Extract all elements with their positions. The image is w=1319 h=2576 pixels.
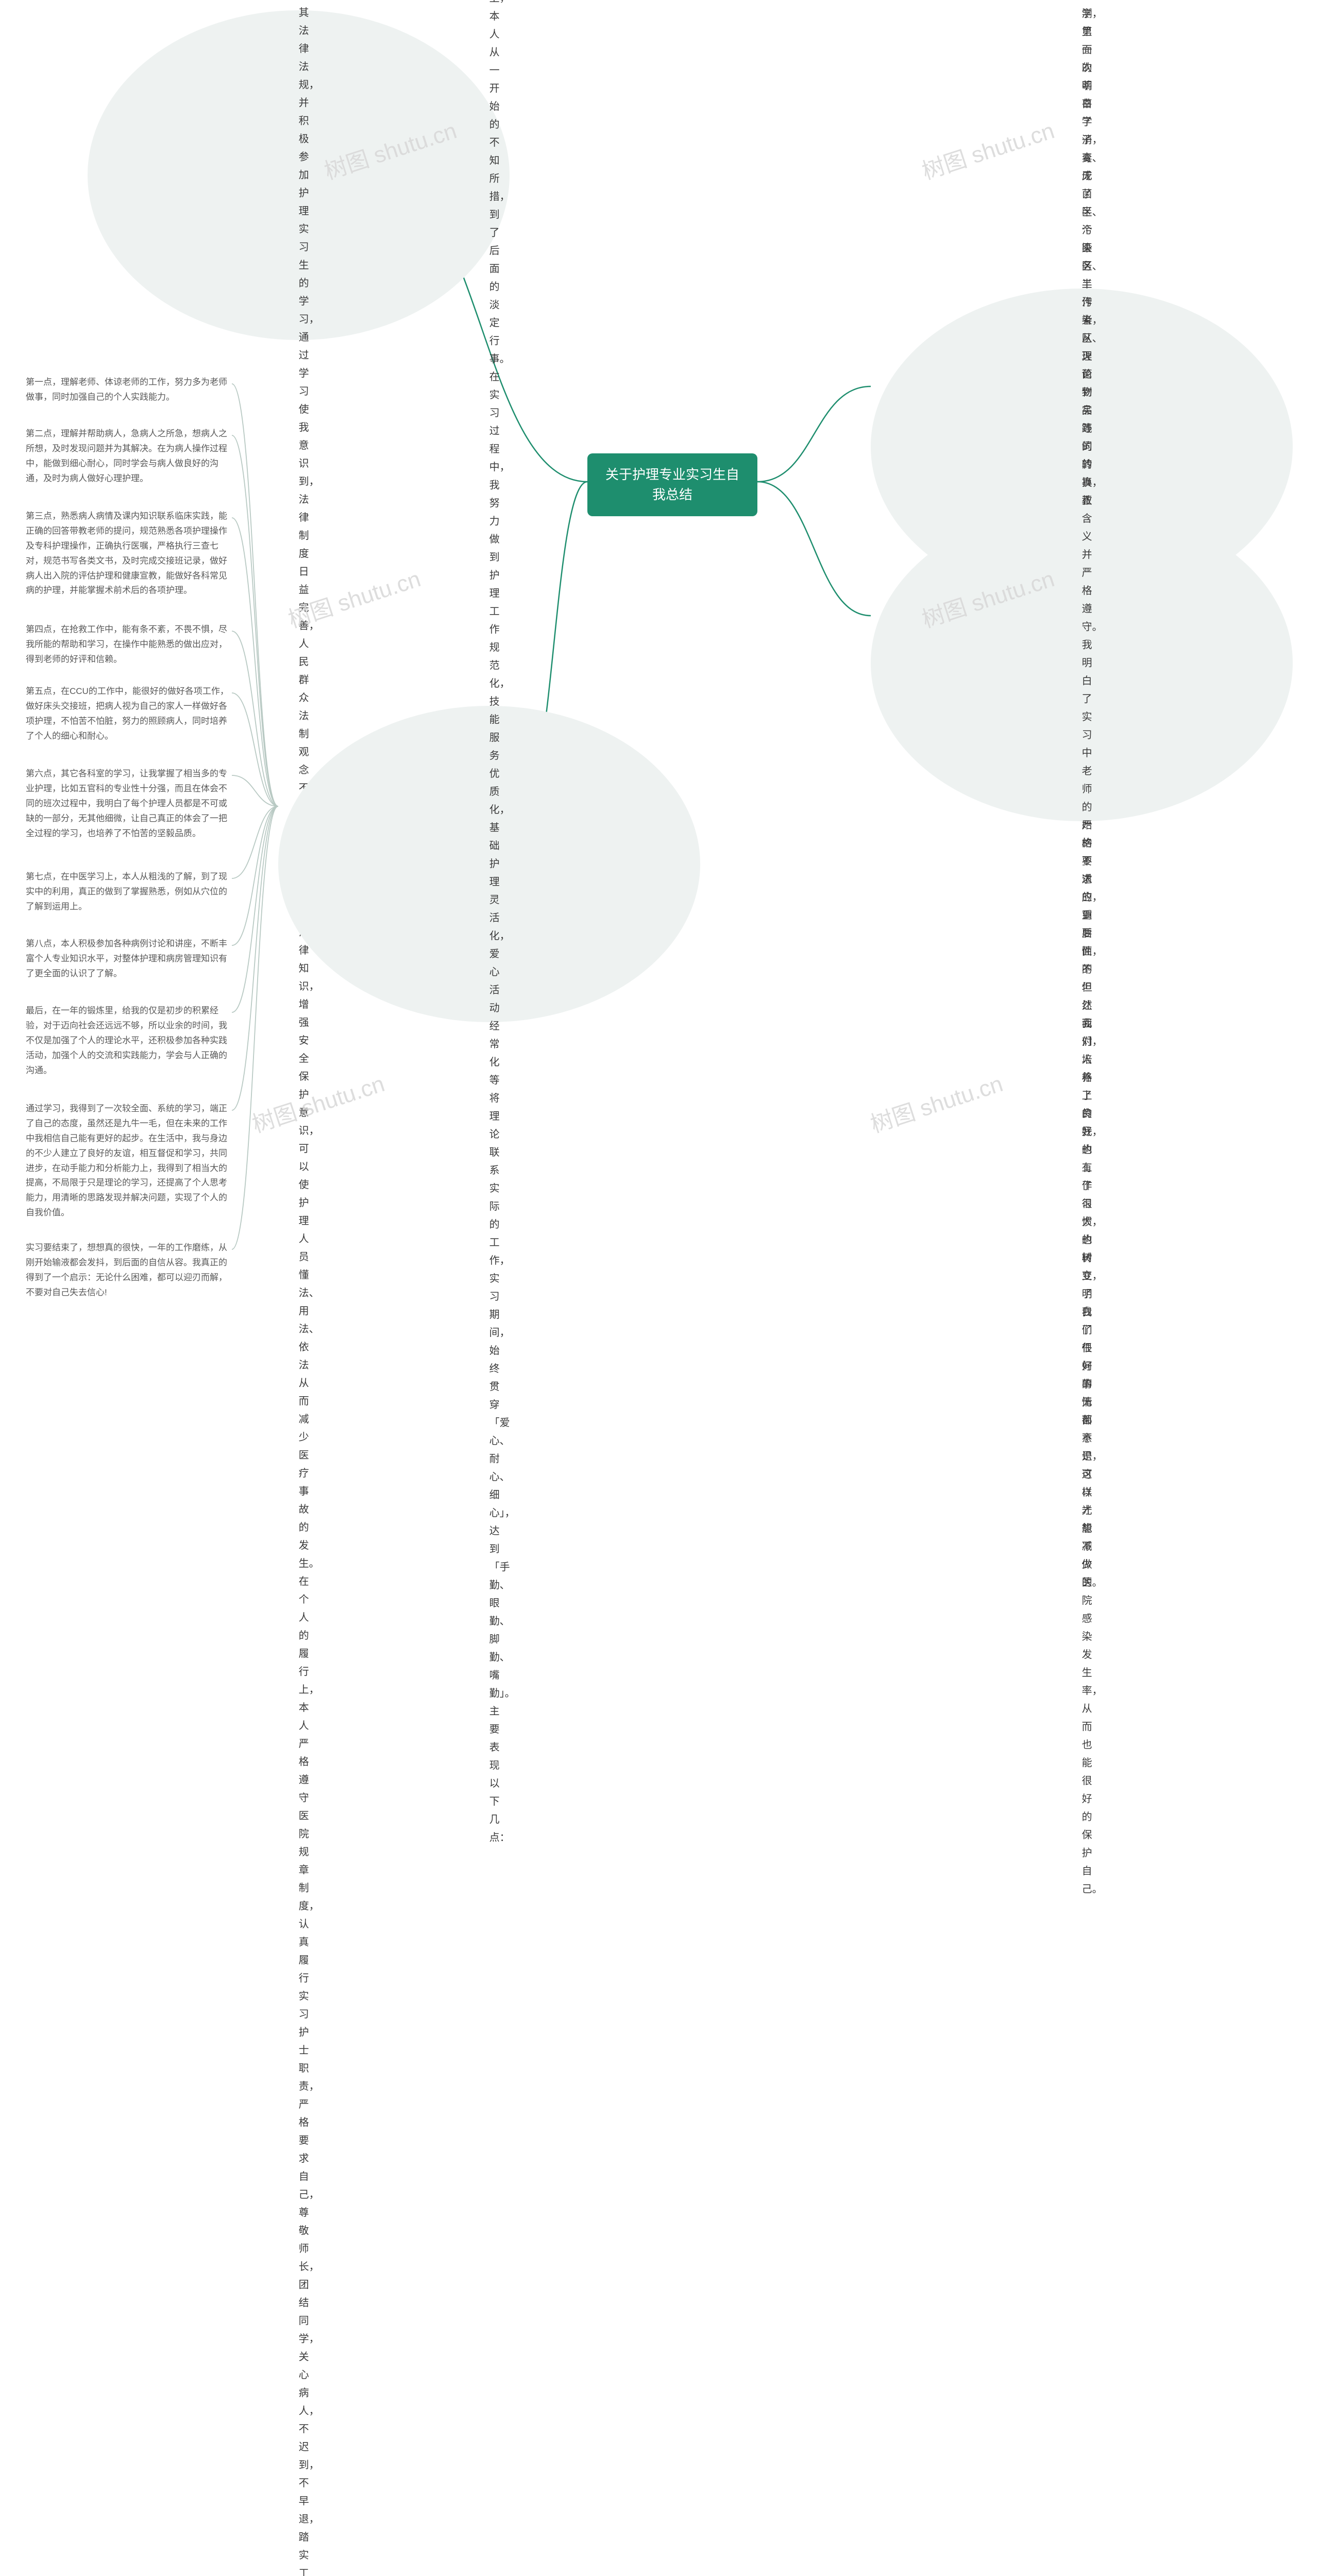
edge: [232, 775, 278, 806]
leaf-text: 第三点，熟悉病人病情及课内知识联系临床实践，能正确的回答带教老师的提问，规范熟悉…: [26, 511, 227, 595]
leaf-text: 第八点，本人积极参加各种病例讨论和讲座，不断丰富个人专业知识水平，对整体护理和病…: [26, 939, 227, 978]
leaf-text: 实习要结束了，想想真的很快，一年的工作磨练，从刚开始输液都会发抖，到后面的自信从…: [26, 1243, 227, 1297]
edge: [757, 482, 871, 616]
watermark: 树图 shutu.cn: [917, 112, 1058, 186]
leaf-l2[interactable]: 第三点，熟悉病人病情及课内知识联系临床实践，能正确的回答带教老师的提问，规范熟悉…: [26, 505, 232, 602]
leaf-text: 第六点，其它各科室的学习，让我掌握了相当多的专业护理，比如五官科的专业性十分强，…: [26, 769, 227, 838]
leaf-text: 第五点，在CCU的工作中，能很好的做好各项工作，做好床头交接班，把病人视为自己的…: [26, 686, 229, 741]
center-node[interactable]: 关于护理专业实习生自我总结: [587, 453, 757, 516]
leaf-text: 最后，在一年的锻炼里，给我的仅是初步的积累经验，对于迈向社会还远远不够，所以业余…: [26, 1006, 227, 1075]
edge: [232, 384, 278, 806]
leaf-text: 通过学习，我得到了一次较全面、系统的学习，端正了自己的态度，虽然还是九牛一毛，但…: [26, 1104, 227, 1217]
leaf-l10[interactable]: 实习要结束了，想想真的很快，一年的工作磨练，从刚开始输液都会发抖，到后面的自信从…: [26, 1236, 232, 1304]
edge: [232, 806, 278, 1012]
leaf-l3[interactable]: 第四点，在抢救工作中，能有条不紊，不畏不惧，尽我所能的帮助和学习，在操作中能熟悉…: [26, 618, 232, 671]
edge: [232, 806, 278, 1249]
center-text: 关于护理专业实习生自我总结: [605, 467, 739, 502]
edge: [757, 386, 871, 482]
leaf-text: 第四点，在抢救工作中，能有条不紊，不畏不惧，尽我所能的帮助和学习，在操作中能熟悉…: [26, 624, 227, 664]
edge: [232, 693, 278, 806]
leaf-l0[interactable]: 第一点，理解老师、体谅老师的工作，努力多为老师做事，同时加强自己的个人实践能力。: [26, 371, 232, 409]
edge: [232, 631, 278, 806]
bubble-b0[interactable]: 医院管理上，本人通过一年的护理工作实习，在带教老师们的悉心指导和耐心带教下，学习…: [88, 10, 510, 340]
edge: [232, 806, 278, 1110]
leaf-l7[interactable]: 第八点，本人积极参加各种病例讨论和讲座，不断丰富个人专业知识水平，对整体护理和病…: [26, 933, 232, 986]
bubble-b2[interactable]: 医院医德医风上，本人严格遵守医院规章制度，并且坚持履行「三查七对」，自我监测，第…: [871, 505, 1293, 821]
leaf-l4[interactable]: 第五点，在CCU的工作中，能很好的做好各项工作，做好床头交接班，把病人视为自己的…: [26, 680, 232, 748]
edge: [232, 518, 278, 806]
watermark: 树图 shutu.cn: [866, 1065, 1006, 1139]
leaf-l5[interactable]: 第六点，其它各科室的学习，让我掌握了相当多的专业护理，比如五官科的专业性十分强，…: [26, 762, 232, 845]
leaf-l9[interactable]: 通过学习，我得到了一次较全面、系统的学习，端正了自己的态度，虽然还是九牛一毛，但…: [26, 1097, 232, 1225]
leaf-text: 第七点，在中医学习上，本人从粗浅的了解，到了现实中的利用，真正的做到了掌握熟悉，…: [26, 872, 227, 911]
edge: [232, 806, 278, 945]
leaf-l8[interactable]: 最后，在一年的锻炼里，给我的仅是初步的积累经验，对于迈向社会还远远不够，所以业余…: [26, 999, 232, 1082]
leaf-text: 第一点，理解老师、体谅老师的工作，努力多为老师做事，同时加强自己的个人实践能力。: [26, 377, 227, 402]
edge: [232, 806, 278, 878]
leaf-text: 第二点，理解并帮助病人，急病人之所急，想病人之所想，及时发现问题并为其解决。在为…: [26, 429, 227, 483]
bubble-b3[interactable]: 医院实践操作上，本人从一开始的不知所措，到了后面的淡定行事。在实习过程中，我努力…: [278, 706, 700, 1022]
leaf-l1[interactable]: 第二点，理解并帮助病人，急病人之所急，想病人之所想，及时发现问题并为其解决。在为…: [26, 422, 232, 490]
leaf-l6[interactable]: 第七点，在中医学习上，本人从粗浅的了解，到了现实中的利用，真正的做到了掌握熟悉，…: [26, 866, 232, 919]
edge: [232, 435, 278, 806]
